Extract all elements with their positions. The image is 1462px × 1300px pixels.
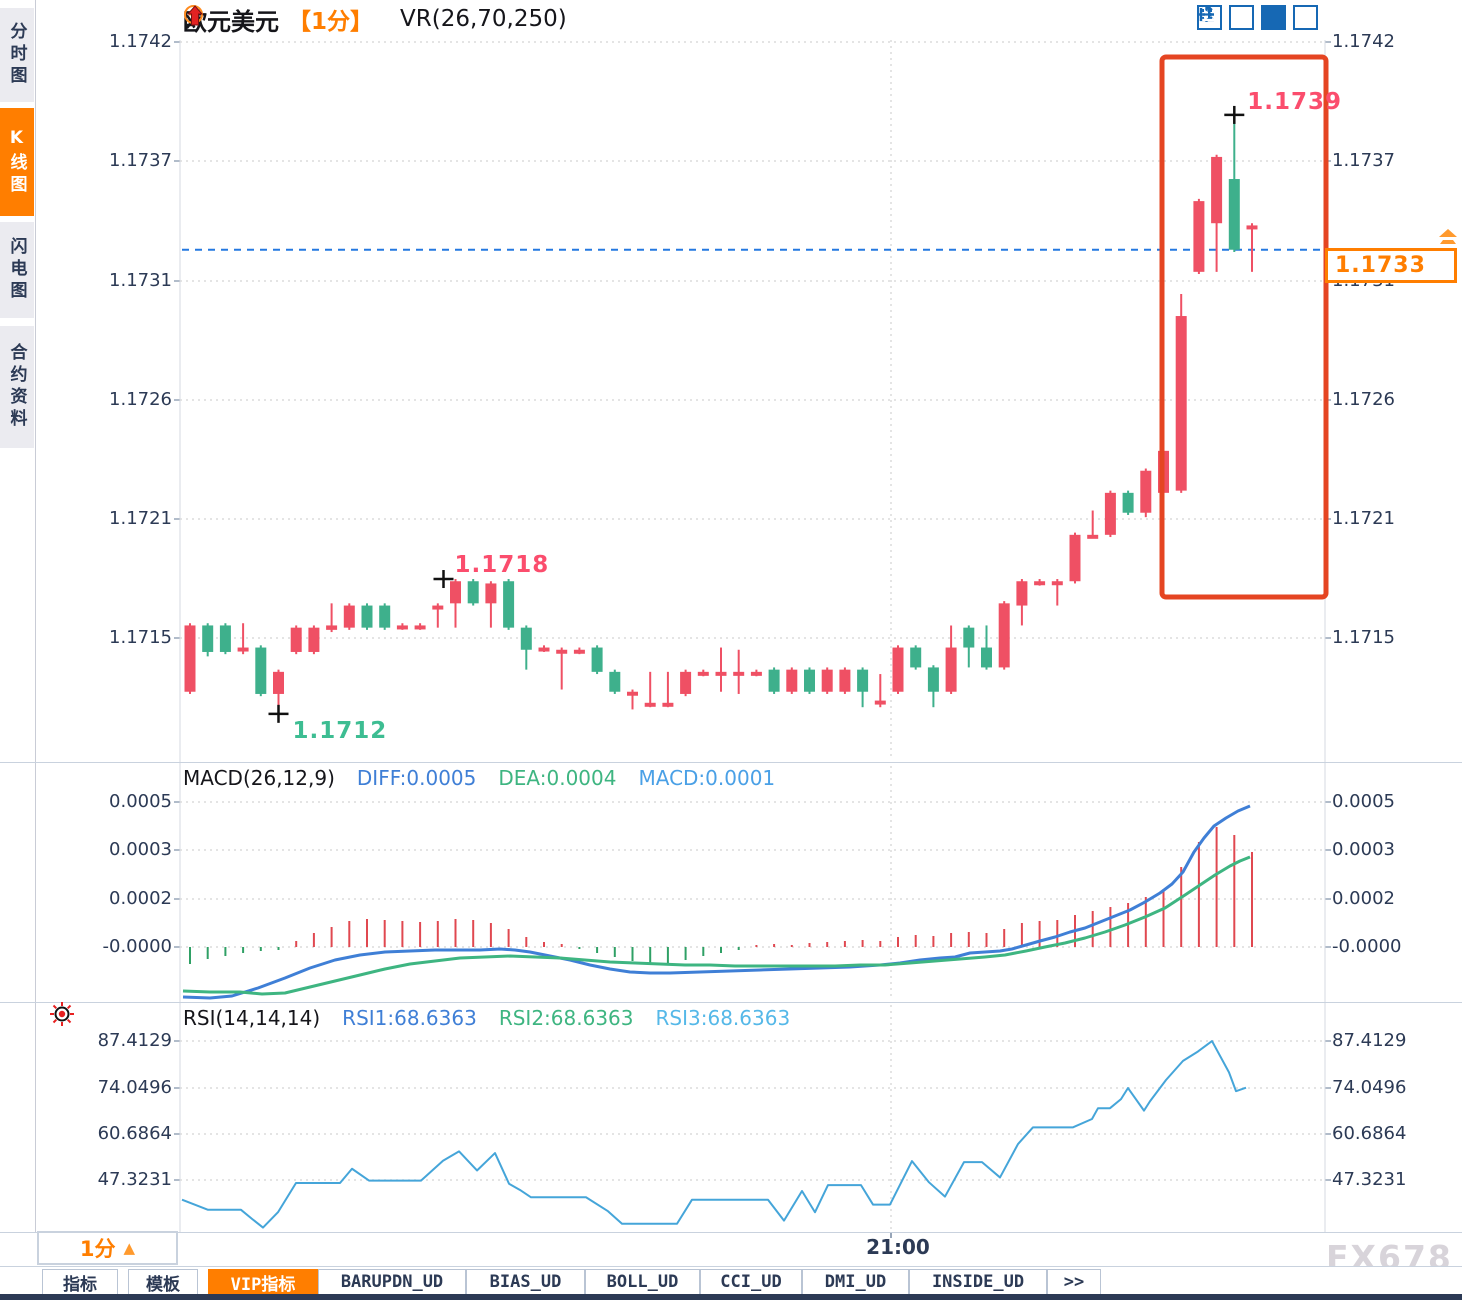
y-axis-label: 1.1721 — [109, 508, 172, 529]
y-axis-label: -0.0000 — [1332, 936, 1402, 957]
pane-separator — [0, 762, 1462, 763]
indicator-tab-1[interactable]: 指标 — [42, 1269, 118, 1295]
rsi2-value: RSI2:68.6363 — [498, 1006, 634, 1030]
y-axis-label: 0.0002 — [1332, 888, 1395, 909]
y-axis-label: 74.0496 — [1332, 1077, 1407, 1098]
rsi-name-label[interactable]: RSI(14,14,14) — [183, 1006, 321, 1030]
macd-diff-value: DIFF:0.0005 — [356, 766, 477, 790]
macd-dea-value: DEA:0.0004 — [498, 766, 617, 790]
y-axis-label: 60.6864 — [97, 1123, 172, 1144]
macd-header: MACD(26,12,9) DIFF:0.0005 DEA:0.0004 MAC… — [183, 766, 775, 790]
y-axis-label: -0.0000 — [102, 936, 172, 957]
y-axis-label: 47.3231 — [1332, 1169, 1407, 1190]
indicator-tab-8[interactable]: DMI_UD — [802, 1269, 909, 1295]
chart-toolbar — [1197, 5, 1322, 30]
macd-macd-value: MACD:0.0001 — [638, 766, 776, 790]
y-axis-label: 87.4129 — [1332, 1030, 1407, 1051]
mid-high-price-label: 1.1718 — [454, 552, 550, 579]
y-axis-label: 0.0005 — [109, 791, 172, 812]
indicator-tab-3[interactable]: VIP指标 — [208, 1269, 318, 1295]
y-axis-label: 1.1715 — [109, 627, 172, 648]
chart-type-sidebar: 分时图 K线图闪电图合约资料 — [0, 0, 36, 1232]
time-axis-label: 21:00 — [866, 1235, 930, 1259]
indicator-tab-2[interactable]: 模板 — [128, 1269, 198, 1295]
y-axis-label: 74.0496 — [97, 1077, 172, 1098]
y-axis-label: 1.1731 — [109, 270, 172, 291]
y-axis-label: 0.0003 — [109, 839, 172, 860]
indicator-tab-7[interactable]: CCI_UD — [700, 1269, 802, 1295]
interval-dropdown[interactable]: 1分 ▲ — [37, 1231, 178, 1265]
sidebar-tab-2[interactable]: K线图 — [0, 108, 34, 216]
y-axis-label: 1.1715 — [1332, 627, 1395, 648]
vr-indicator-label: VR(26,70,250) — [400, 6, 567, 32]
window-bottom-border — [0, 1294, 1462, 1300]
y-axis-label: 47.3231 — [97, 1169, 172, 1190]
indicator-tab-5[interactable]: BIAS_UD — [466, 1269, 585, 1295]
chart-title-bar: 欧元美元 【1分】 VR(26,70,250) — [183, 4, 567, 36]
macd-name-label[interactable]: MACD(26,12,9) — [183, 766, 335, 790]
indicator-tab-9[interactable]: INSIDE_UD — [909, 1269, 1047, 1295]
y-axis-label: 1.1737 — [1332, 150, 1395, 171]
y-axis-label: 1.1742 — [1332, 31, 1395, 52]
indicator-tab-4[interactable]: BARUPDN_UD — [318, 1269, 466, 1295]
pane-separator — [0, 1002, 1462, 1003]
sidebar-tab-4[interactable]: 合约资料 — [0, 326, 34, 448]
rsi1-value: RSI1:68.6363 — [342, 1006, 477, 1030]
y-axis-label: 87.4129 — [97, 1030, 172, 1051]
y-axis-label: 0.0003 — [1332, 839, 1395, 860]
pane-separator — [0, 1232, 1462, 1233]
y-axis-label: 1.1742 — [109, 31, 172, 52]
y-axis-label: 1.1726 — [109, 389, 172, 410]
current-price-tag: 1.1733 — [1325, 248, 1457, 283]
y-axis-label: 1.1737 — [109, 150, 172, 171]
y-axis-label: 0.0005 — [1332, 791, 1395, 812]
rsi-header: RSI(14,14,14) RSI1:68.6363 RSI2:68.6363 … — [183, 1006, 790, 1030]
y-axis-label: 0.0002 — [109, 888, 172, 909]
indicator-tab-10[interactable]: >> — [1047, 1269, 1101, 1295]
sidebar-tab-1[interactable]: 分时图 — [0, 8, 34, 102]
top-high-price-label: 1.1739 — [1247, 88, 1343, 115]
rsi3-value: RSI3:68.6363 — [655, 1006, 791, 1030]
indicator-tabbar: 指标 模板 VIP指标 BARUPDN_UD BIAS_UD BOLL_UD CCI_UD D… — [0, 1266, 1462, 1295]
y-axis-label: 60.6864 — [1332, 1123, 1407, 1144]
axis-range-icon[interactable] — [1199, 5, 1254, 30]
interval-tag[interactable]: 【1分】 — [288, 9, 374, 35]
y-axis-label: 1.1721 — [1332, 508, 1395, 529]
sidebar-tab-3[interactable]: 闪电图 — [0, 222, 34, 318]
interval-value: 1分 — [79, 1237, 116, 1261]
axis-auto-icon[interactable] — [1199, 5, 1286, 30]
pan-right-icon[interactable] — [1199, 5, 1318, 30]
low-price-label: 1.1712 — [292, 717, 388, 744]
indicator-tab-6[interactable]: BOLL_UD — [585, 1269, 700, 1295]
current-price-value: 1.1733 — [1335, 253, 1426, 278]
interval-dropdown-arrow-icon: ▲ — [123, 1239, 136, 1257]
y-axis-label: 1.1726 — [1332, 389, 1395, 410]
